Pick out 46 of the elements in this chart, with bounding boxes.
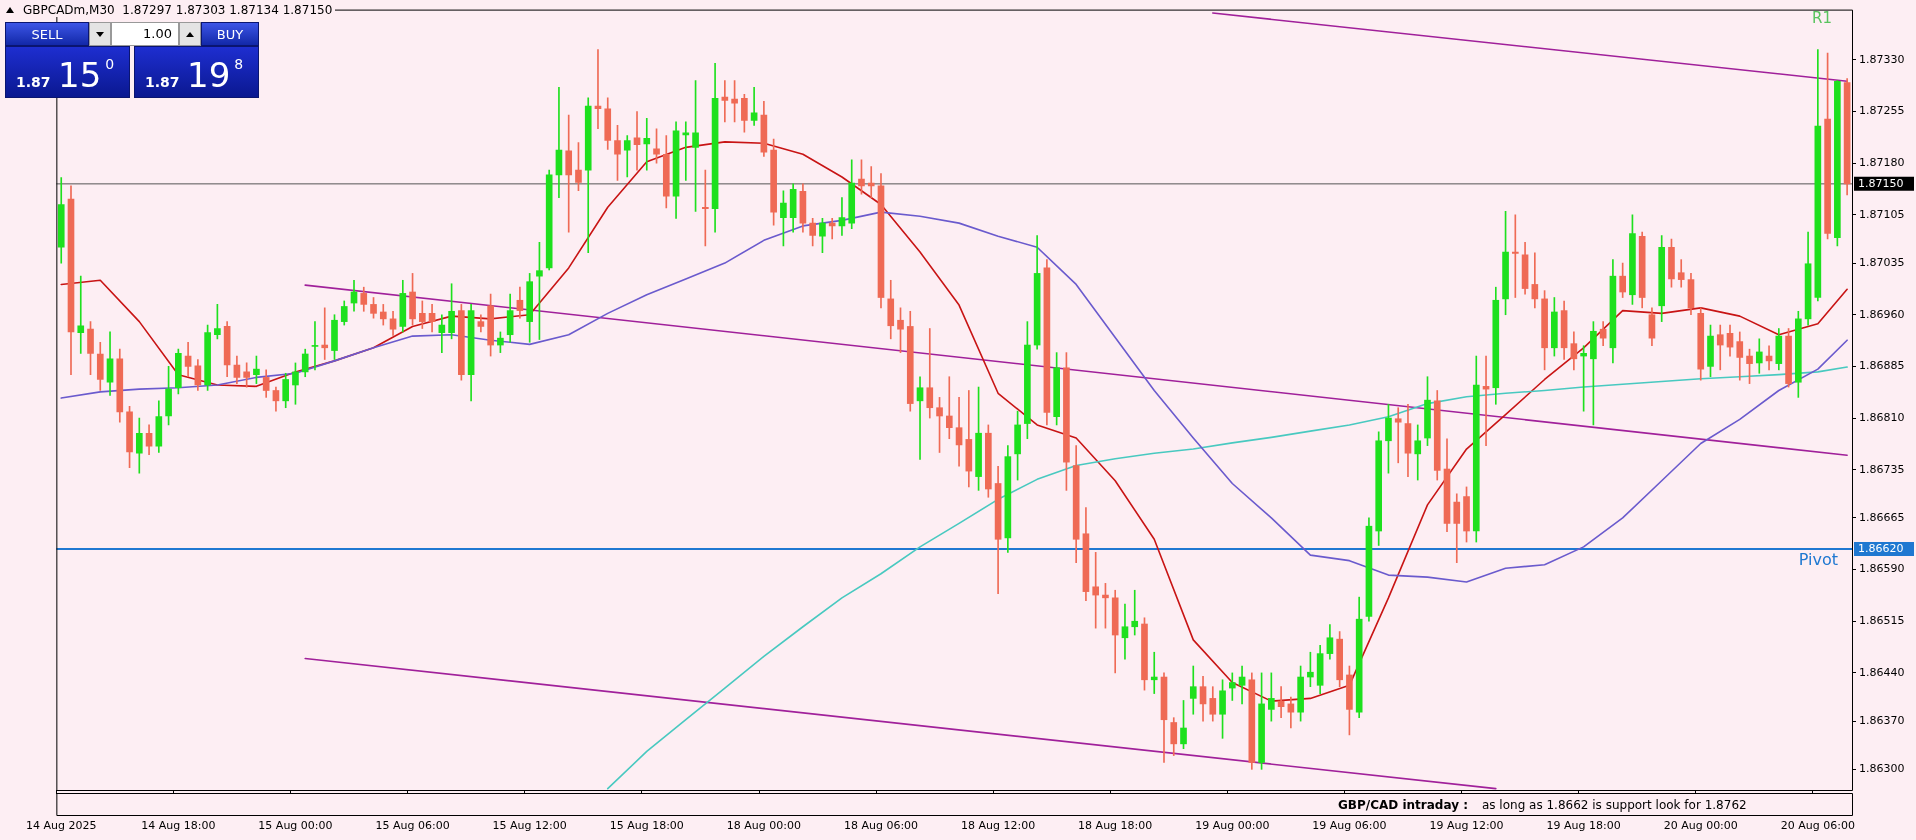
y-tick-label: 1.86370 [1859,713,1905,727]
y-tick-label: 1.86515 [1859,614,1905,628]
x-tick-label: 19 Aug 12:00 [1429,819,1504,833]
x-tick-label: 18 Aug 12:00 [961,819,1036,833]
candlestick [1394,407,1402,464]
x-tick-label: 18 Aug 18:00 [1078,819,1153,833]
y-tick-label: 1.86810 [1859,410,1905,424]
y-tick-label: 1.87180 [1859,156,1905,170]
y-tick-label: 1.86300 [1859,762,1905,776]
buy-button: BUY [201,22,259,46]
text: 1.87 [16,74,51,90]
text: 1.86620 [1858,541,1904,555]
x-tick-label: 15 Aug 00:00 [258,819,333,833]
annotation: 15$^{0}$ [58,54,115,95]
x-tick-label: 15 Aug 06:00 [375,819,450,833]
y-tick-label: 1.87330 [1859,52,1905,66]
annotation: 19$^{8}$ [187,54,244,95]
sell-button: SELL [5,22,89,46]
y-tick-label: 1.87255 [1859,104,1905,118]
x-tick-label: 19 Aug 06:00 [1312,819,1387,833]
lot-field: 1.00 [111,22,179,46]
text: 1.87150 [1858,176,1904,190]
x-tick-label: 15 Aug 12:00 [492,819,567,833]
y-tick-label: 1.87105 [1859,207,1905,221]
x-tick-label: 19 Aug 18:00 [1546,819,1621,833]
annotation: R1 [1812,8,1832,27]
y-tick-label: 1.86440 [1859,665,1905,679]
text: as long as 1.8662 is support look for 1.8762 [1481,798,1747,813]
text: GBP/CAD intraday : [1338,798,1468,813]
ref-line-label: Pivot [1798,550,1838,570]
y-tick-label: 1.86590 [1859,562,1905,576]
chart-title: GBPCADm,M30 1.87297 1.87303 1.87134 1.87150 [20,3,336,17]
y-tick-label: 1.87035 [1859,255,1905,269]
x-tick-label: 20 Aug 06:00 [1780,819,1855,833]
x-tick-label: 14 Aug 18:00 [141,819,216,833]
x-tick-label: 14 Aug 2025 [26,819,97,833]
y-tick-label: 1.86885 [1859,359,1905,373]
annotation: 1.87 [145,74,180,90]
x-tick-label: 18 Aug 00:00 [726,819,801,833]
x-tick-label: 18 Aug 06:00 [843,819,919,833]
y-tick-label: 1.86665 [1859,510,1905,524]
x-tick-label: 20 Aug 00:00 [1663,819,1738,833]
x-tick-label: 19 Aug 00:00 [1195,819,1270,833]
x-tick-label: 15 Aug 18:00 [609,819,684,833]
y-tick-label: 1.86960 [1859,307,1905,321]
y-tick-label: 1.86735 [1859,462,1905,476]
